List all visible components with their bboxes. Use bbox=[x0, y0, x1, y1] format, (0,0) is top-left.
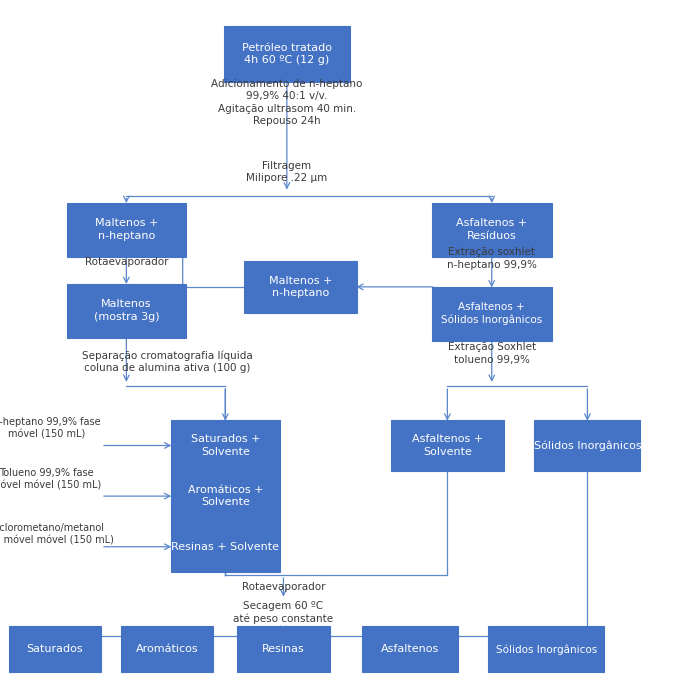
FancyBboxPatch shape bbox=[432, 287, 552, 341]
Text: Saturados +
Solvente: Saturados + Solvente bbox=[191, 434, 260, 457]
Text: Sólidos Inorgânicos: Sólidos Inorgânicos bbox=[533, 440, 641, 451]
FancyBboxPatch shape bbox=[362, 626, 458, 672]
Text: Diclorometano/metanol
fase móvel móvel (150 mL): Diclorometano/metanol fase móvel móvel (… bbox=[0, 523, 113, 546]
Text: Asfaltenos: Asfaltenos bbox=[380, 645, 439, 654]
Text: n-heptano 99,9% fase
móvel (150 mL): n-heptano 99,9% fase móvel (150 mL) bbox=[0, 417, 100, 440]
Text: Rotaevaporador: Rotaevaporador bbox=[85, 257, 168, 267]
Text: Aromáticos: Aromáticos bbox=[136, 645, 199, 654]
Text: Resinas: Resinas bbox=[262, 645, 305, 654]
FancyBboxPatch shape bbox=[171, 420, 280, 471]
Text: Maltenos +
n-heptano: Maltenos + n-heptano bbox=[95, 218, 158, 241]
FancyBboxPatch shape bbox=[8, 626, 101, 672]
Text: Secagem 60 ºC
até peso constante: Secagem 60 ºC até peso constante bbox=[234, 601, 333, 624]
FancyBboxPatch shape bbox=[432, 202, 552, 256]
FancyBboxPatch shape bbox=[66, 284, 186, 338]
Text: Separação cromatografia líquida
coluna de alumina ativa (100 g): Separação cromatografia líquida coluna d… bbox=[82, 350, 253, 373]
Text: Saturados: Saturados bbox=[27, 645, 83, 654]
Text: Maltenos +
n-heptano: Maltenos + n-heptano bbox=[269, 275, 332, 298]
FancyBboxPatch shape bbox=[245, 261, 357, 313]
Text: Petróleo tratado
4h 60 ºC (12 g): Petróleo tratado 4h 60 ºC (12 g) bbox=[242, 43, 332, 65]
FancyBboxPatch shape bbox=[171, 471, 280, 521]
FancyBboxPatch shape bbox=[238, 626, 330, 672]
Text: Extração soxhlet
n-heptano 99,9%: Extração soxhlet n-heptano 99,9% bbox=[447, 247, 537, 270]
FancyBboxPatch shape bbox=[171, 521, 280, 572]
Text: Tolueno 99,9% fase
móvel móvel (150 mL): Tolueno 99,9% fase móvel móvel (150 mL) bbox=[0, 468, 102, 491]
Text: Asfaltenos +
Sólidos Inorgânicos: Asfaltenos + Sólidos Inorgânicos bbox=[441, 302, 542, 325]
FancyBboxPatch shape bbox=[488, 626, 604, 672]
Text: Maltenos
(mostra 3g): Maltenos (mostra 3g) bbox=[94, 299, 159, 322]
FancyBboxPatch shape bbox=[122, 626, 213, 672]
FancyBboxPatch shape bbox=[224, 26, 350, 82]
Text: Asfaltenos +
Resíduos: Asfaltenos + Resíduos bbox=[456, 218, 527, 241]
Text: Aromáticos +
Solvente: Aromáticos + Solvente bbox=[188, 485, 263, 508]
Text: Adicionamento de n-heptano
99,9% 40:1 v/v.
Agitação ultrasom 40 min.
Repouso 24h: Adicionamento de n-heptano 99,9% 40:1 v/… bbox=[211, 79, 363, 126]
FancyBboxPatch shape bbox=[534, 420, 641, 471]
Text: Rotaevaporador: Rotaevaporador bbox=[242, 583, 325, 592]
Text: Extração Soxhlet
tolueno 99,9%: Extração Soxhlet tolueno 99,9% bbox=[447, 342, 536, 365]
Text: Resinas + Solvente: Resinas + Solvente bbox=[171, 542, 279, 551]
FancyBboxPatch shape bbox=[391, 420, 504, 471]
Text: Filtragem
Milipore .22 μm: Filtragem Milipore .22 μm bbox=[247, 161, 327, 184]
Text: Asfaltenos +
Solvente: Asfaltenos + Solvente bbox=[412, 434, 483, 457]
FancyBboxPatch shape bbox=[66, 202, 186, 256]
Text: Sólidos Inorgânicos: Sólidos Inorgânicos bbox=[496, 644, 597, 655]
